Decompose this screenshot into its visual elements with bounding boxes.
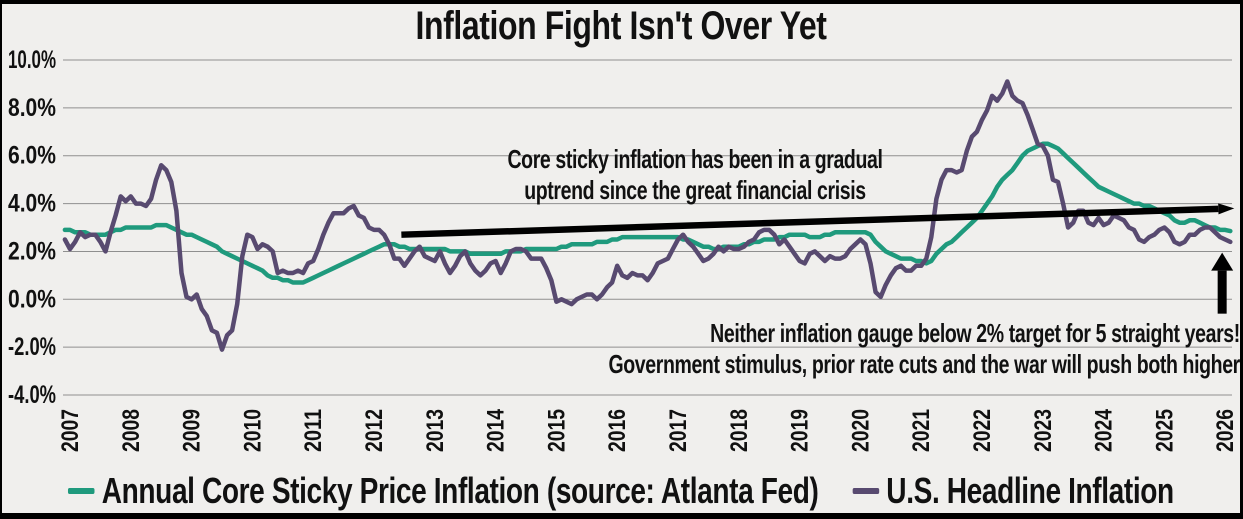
x-tick-label: 2014 <box>483 408 510 452</box>
y-tick-label: 0.0% <box>8 285 56 313</box>
legend-swatch-sticky-icon <box>68 488 95 494</box>
annotation-warning-line2: Government stimulus, prior rate cuts and… <box>608 349 1240 379</box>
y-axis-labels: 10.0% 8.0% 6.0% 4.0% 2.0% 0.0% -2.0% -4.0% <box>8 46 56 409</box>
y-tick-label: 4.0% <box>8 190 56 218</box>
up-arrow-shaft <box>1217 270 1227 314</box>
up-arrowhead-icon <box>1211 252 1234 271</box>
annotation-uptrend-line1: Core sticky inflation has been in a grad… <box>507 144 883 174</box>
y-tick-label: -4.0% <box>8 381 56 409</box>
y-tick-label: 10.0% <box>8 46 56 74</box>
x-tick-label: 2018 <box>726 409 753 452</box>
legend-label-sticky: Annual Core Sticky Price Inflation (sour… <box>101 470 819 511</box>
x-tick-label: 2022 <box>969 409 996 452</box>
x-tick-label: 2026 <box>1212 409 1239 452</box>
legend-item-headline: U.S. Headline Inflation <box>852 470 1174 512</box>
series-line-headline <box>62 79 1233 352</box>
legend-label-headline: U.S. Headline Inflation <box>886 470 1174 511</box>
y-tick-label: 2.0% <box>8 237 56 265</box>
trend-arrow <box>401 203 1235 238</box>
annotation-warning-line1: Neither inflation gauge below 2% target … <box>710 318 1240 348</box>
up-arrow <box>1211 252 1234 314</box>
x-tick-label: 2011 <box>300 409 327 452</box>
inflation-line-chart: 10.0%8.0%6.0%4.0%2.0%0.0%-2.0%-4.0%2007 2… <box>8 46 1239 452</box>
x-axis-labels: 2007 2008 2009 2010 2011 2012 2013 2014 2015 2016… <box>57 408 1239 452</box>
annotation-uptrend: Core sticky inflation has been in a grad… <box>455 144 935 206</box>
x-tick-label: 2008 <box>118 409 145 452</box>
x-tick-label: 2007 <box>57 409 84 452</box>
legend-item-sticky: Annual Core Sticky Price Inflation (sour… <box>68 470 819 512</box>
x-tick-label: 2012 <box>361 409 388 452</box>
x-tick-label: 2013 <box>422 409 449 452</box>
annotation-warning: Neither inflation gauge below 2% target … <box>609 318 1240 380</box>
y-tick-label: 8.0% <box>8 94 56 122</box>
y-tick-label: 6.0% <box>8 142 56 170</box>
x-tick-label: 2020 <box>847 409 874 452</box>
gridlines <box>63 59 1232 396</box>
x-tick-label: 2024 <box>1091 408 1118 452</box>
x-tick-label: 2019 <box>787 409 814 452</box>
legend-swatch-headline-icon <box>852 488 880 494</box>
x-tick-label: 2021 <box>908 409 935 452</box>
series-line-sticky <box>62 141 1233 285</box>
annotation-uptrend-line2: uptrend since the great financial crisis <box>524 175 866 205</box>
chart-title: Inflation Fight Isn't Over Yet <box>415 4 827 48</box>
trend-arrow-shaft <box>401 205 1219 238</box>
x-tick-label: 2016 <box>604 409 631 452</box>
legend: Annual Core Sticky Price Inflation (sour… <box>68 470 1174 512</box>
y-tick-label: -2.0% <box>8 333 56 361</box>
x-tick-label: 2017 <box>665 409 692 452</box>
x-tick-label: 2010 <box>239 409 266 452</box>
x-tick-label: 2023 <box>1030 409 1057 452</box>
x-tick-label: 2009 <box>179 409 206 452</box>
x-tick-label: 2025 <box>1151 409 1178 452</box>
trend-arrowhead-icon <box>1218 203 1235 215</box>
x-tick-label: 2015 <box>543 409 570 452</box>
